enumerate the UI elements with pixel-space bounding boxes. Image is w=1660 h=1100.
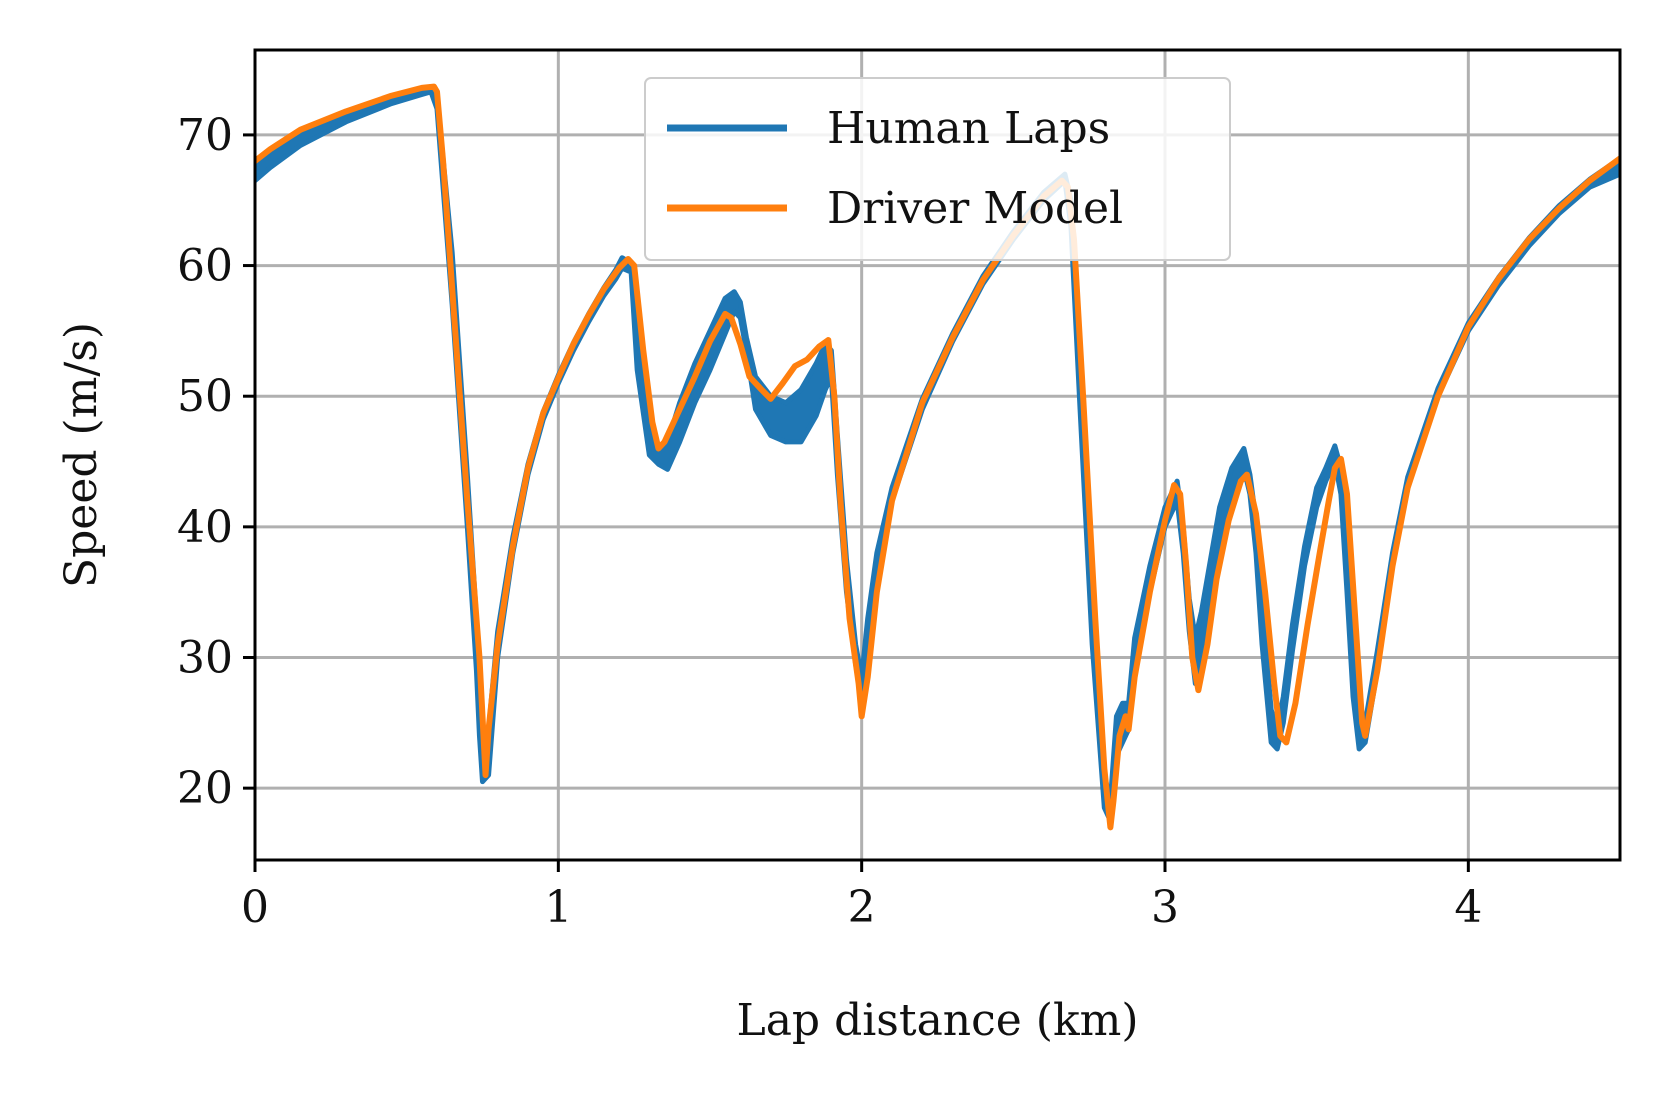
- x-tick-label: 4: [1454, 882, 1482, 933]
- legend-label-driver-model: Driver Model: [827, 183, 1123, 234]
- plot-frame: [253, 48, 1622, 862]
- y-tick-label: 30: [177, 633, 233, 684]
- y-tick-label: 50: [177, 371, 233, 422]
- x-tick-label: 0: [241, 882, 269, 933]
- series-layer: [255, 83, 1620, 831]
- y-tick-label: 40: [177, 502, 233, 553]
- x-axis-label: Lap distance (km): [736, 995, 1138, 1046]
- x-tick-label: 1: [544, 882, 572, 933]
- legend: Human Laps Driver Model: [644, 77, 1231, 261]
- series-driver-model-line: [255, 83, 1620, 831]
- axis-ticks: 0 1 2 3 4 20 30 40 50 60 70: [177, 110, 1482, 933]
- y-tick-label: 70: [177, 110, 233, 161]
- series-human-laps-band: [255, 84, 1620, 824]
- x-tick-label: 3: [1151, 882, 1179, 933]
- y-axis-label: Speed (m/s): [56, 322, 107, 588]
- y-tick-label: 60: [177, 241, 233, 292]
- legend-box: [644, 77, 1231, 261]
- y-tick-label: 20: [177, 763, 233, 814]
- x-tick-label: 2: [848, 882, 876, 933]
- legend-label-human-laps: Human Laps: [827, 103, 1110, 154]
